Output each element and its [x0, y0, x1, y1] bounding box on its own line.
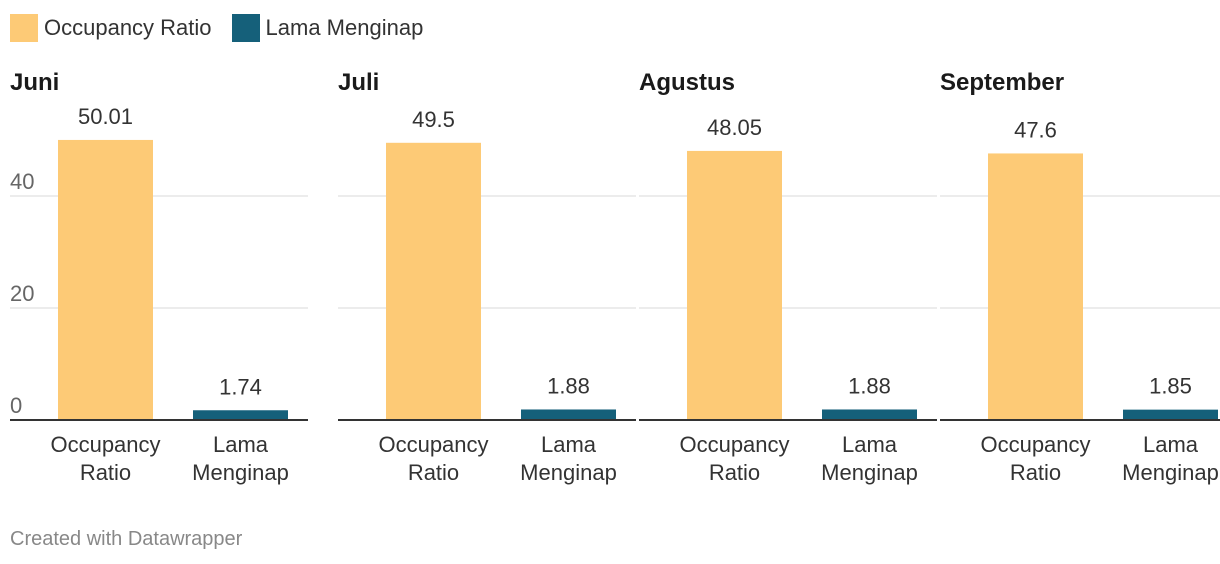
category-label-occupancy-ratio: Ratio — [709, 460, 760, 485]
panel-juli: Juli 49.5 Occupancy Ratio 1.88 Lama Menginap — [338, 69, 636, 485]
legend-item-occupancy-ratio[interactable]: Occupancy Ratio — [10, 14, 212, 42]
panel-juni: Juni 0 20 40 50.01 Occupancy Ratio 1.74 Lama Meng… — [10, 69, 308, 485]
value-label-occupancy-ratio: 48.05 — [707, 115, 762, 140]
bar-occupancy-ratio — [386, 142, 481, 421]
bar-occupancy-ratio — [988, 153, 1083, 420]
category-label-lama-menginap: Lama — [842, 432, 898, 457]
value-label-occupancy-ratio: 50.01 — [78, 104, 133, 129]
bar-occupancy-ratio — [58, 139, 153, 420]
category-label-lama-menginap: Lama — [1143, 432, 1199, 457]
legend-label-occupancy-ratio: Occupancy Ratio — [44, 15, 212, 40]
category-label-occupancy-ratio: Ratio — [1010, 460, 1061, 485]
panel-title: Juni — [10, 69, 59, 96]
y-tick-label-0: 0 — [10, 393, 22, 418]
category-label-lama-menginap: Lama — [541, 432, 597, 457]
legend: Occupancy Ratio Lama Menginap — [10, 12, 443, 44]
y-tick-label-20: 20 — [10, 281, 34, 306]
value-label-lama-menginap: 1.85 — [1149, 374, 1192, 399]
category-label-lama-menginap: Lama — [213, 432, 269, 457]
category-label-lama-menginap: Menginap — [520, 460, 617, 485]
bar-lama-menginap — [822, 409, 917, 420]
bar-occupancy-ratio — [687, 150, 782, 421]
legend-swatch-occupancy-ratio — [10, 14, 38, 42]
category-label-lama-menginap: Menginap — [1122, 460, 1219, 485]
value-label-occupancy-ratio: 49.5 — [412, 107, 455, 132]
legend-label-lama-menginap: Lama Menginap — [265, 15, 424, 40]
value-label-occupancy-ratio: 47.6 — [1014, 117, 1057, 142]
category-label-occupancy-ratio: Occupancy — [378, 432, 488, 457]
value-label-lama-menginap: 1.88 — [547, 373, 590, 398]
y-tick-label-40: 40 — [10, 169, 34, 194]
bar-lama-menginap — [1123, 409, 1218, 420]
category-label-occupancy-ratio: Occupancy — [679, 432, 789, 457]
category-label-occupancy-ratio: Occupancy — [50, 432, 160, 457]
panel-title: Agustus — [639, 69, 735, 96]
panel-title: Juli — [338, 69, 379, 96]
panel-september: September 47.6 Occupancy Ratio 1.85 Lama Mengi… — [940, 69, 1220, 485]
legend-item-lama-menginap[interactable]: Lama Menginap — [231, 14, 424, 42]
panel-title: September — [940, 69, 1064, 96]
bar-lama-menginap — [193, 410, 288, 420]
footer-credit[interactable]: Created with Datawrapper — [10, 528, 243, 550]
category-label-occupancy-ratio: Occupancy — [980, 432, 1090, 457]
category-label-lama-menginap: Menginap — [821, 460, 918, 485]
category-label-occupancy-ratio: Ratio — [80, 460, 131, 485]
legend-swatch-lama-menginap — [231, 14, 260, 42]
value-label-lama-menginap: 1.88 — [848, 373, 891, 398]
value-label-lama-menginap: 1.74 — [219, 374, 262, 399]
panel-agustus: Agustus 48.05 Occupancy Ratio 1.88 Lama Mengin… — [639, 69, 937, 485]
bar-lama-menginap — [521, 409, 616, 420]
category-label-lama-menginap: Menginap — [192, 460, 289, 485]
category-label-occupancy-ratio: Ratio — [408, 460, 459, 485]
